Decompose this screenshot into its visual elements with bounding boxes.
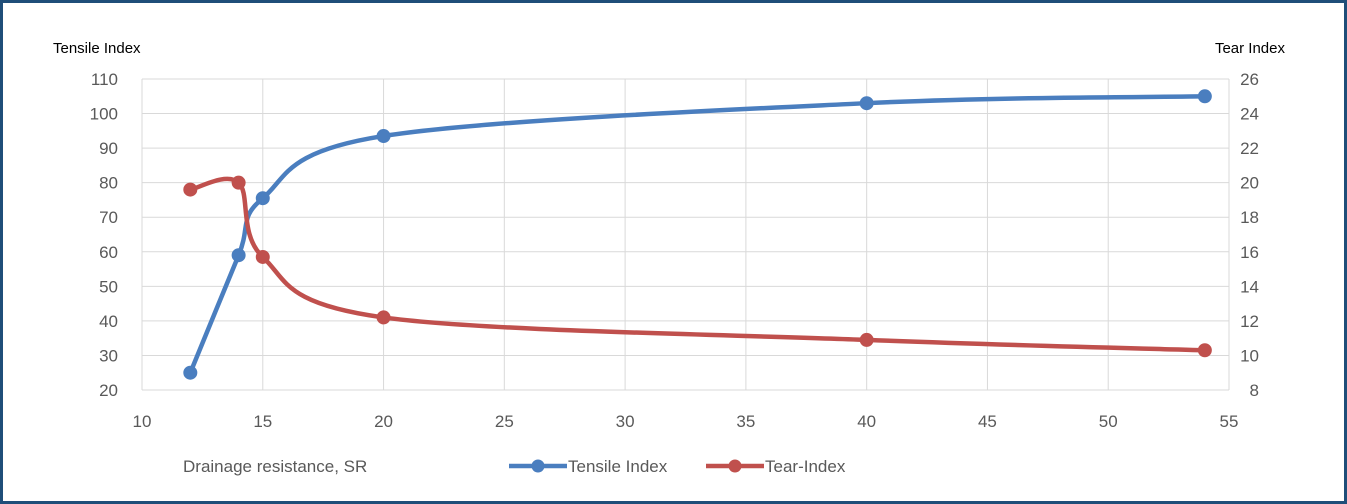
data-point: [1197, 343, 1212, 358]
series-tear-index: [183, 175, 1212, 358]
legend-marker: [728, 459, 742, 473]
data-point: [376, 129, 391, 144]
y-left-tick-label: 90: [99, 139, 118, 158]
x-tick-label: 20: [374, 412, 393, 431]
data-point: [859, 96, 874, 111]
y-right-tick-label: 18: [1240, 208, 1259, 227]
data-point: [376, 310, 391, 325]
series-tensile-index: [183, 89, 1212, 380]
y-left-tick-label: 100: [90, 105, 118, 124]
y-right-axis-title: Tear Index: [1215, 40, 1286, 57]
x-tick-label: 30: [616, 412, 635, 431]
x-tick-label: 35: [736, 412, 755, 431]
y-right-tick-label: 24: [1240, 105, 1259, 124]
x-axis-title: Drainage resistance, SR: [183, 457, 367, 476]
x-tick-label: 25: [495, 412, 514, 431]
y-right-tick-label: 12: [1240, 312, 1259, 331]
y-left-tick-label: 70: [99, 208, 118, 227]
data-point: [1197, 89, 1212, 104]
x-tick-label: 10: [133, 412, 152, 431]
legend: Tensile Index Tear-Index: [509, 457, 846, 476]
y-left-tick-label: 110: [91, 70, 118, 89]
series-line: [188, 94, 1208, 375]
legend-marker: [531, 459, 545, 473]
y-left-tick-label: 50: [99, 277, 118, 296]
x-tick-label: 15: [253, 412, 272, 431]
data-point: [231, 175, 246, 190]
data-point: [255, 249, 270, 264]
data-point: [231, 248, 246, 263]
y-right-tick-label: 26: [1240, 70, 1259, 89]
y-left-tick-label: 40: [99, 312, 118, 331]
y-right-tick-label: 14: [1240, 277, 1259, 296]
series-line: [188, 176, 1208, 353]
y-left-tick-label: 60: [99, 243, 118, 262]
y-right-tick-label: 8: [1250, 381, 1259, 400]
y-right-tick-label: 16: [1240, 243, 1259, 262]
x-tick-label: 40: [857, 412, 876, 431]
x-tick-label: 45: [978, 412, 997, 431]
x-tick-label: 50: [1099, 412, 1118, 431]
data-point: [859, 332, 874, 347]
y-left-tick-label: 30: [99, 346, 118, 365]
legend-label: Tear-Index: [765, 457, 846, 476]
data-point: [255, 191, 270, 206]
x-tick-label: 55: [1220, 412, 1239, 431]
y-right-tick-label: 10: [1240, 346, 1259, 365]
tick-labels: 20 30 40 50 60 70 80 90 100 110 8 10 12 14 16 18 20 22 24 2…: [90, 70, 1259, 431]
y-left-axis-title: Tensile Index: [53, 40, 141, 57]
y-right-tick-label: 22: [1240, 139, 1259, 158]
gridlines: [141, 78, 1230, 391]
data-point: [183, 182, 198, 197]
series-lines: [183, 89, 1212, 380]
data-point: [183, 365, 198, 380]
legend-label: Tensile Index: [568, 457, 668, 476]
y-left-tick-label: 80: [99, 174, 118, 193]
y-right-tick-label: 20: [1240, 174, 1259, 193]
y-left-tick-label: 20: [99, 381, 118, 400]
